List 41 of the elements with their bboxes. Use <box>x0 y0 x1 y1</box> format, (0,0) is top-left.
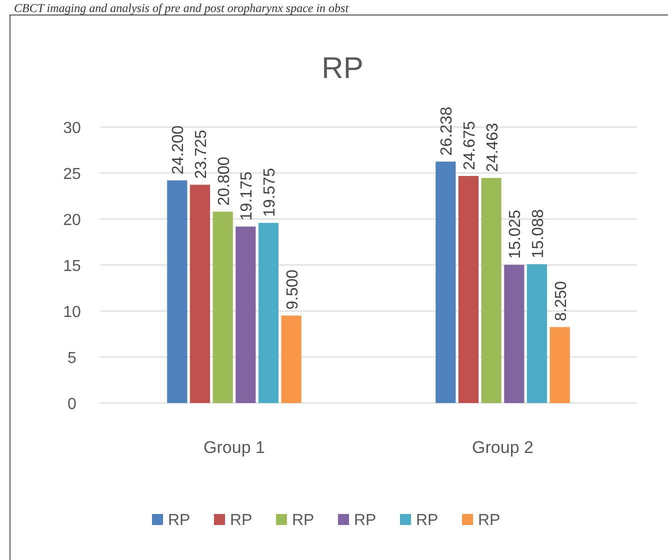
bar <box>504 264 524 403</box>
y-tick-label: 20 <box>63 212 81 229</box>
bar <box>458 176 479 403</box>
legend-label: RP <box>354 512 376 529</box>
legend-label: RP <box>478 512 500 529</box>
data-label: 24.675 <box>462 120 479 170</box>
data-label: 26.238 <box>438 106 456 156</box>
y-tick-label: 0 <box>68 396 77 413</box>
y-tick-label: 15 <box>63 258 81 275</box>
data-label: 24.463 <box>484 122 502 172</box>
y-tick-label: 30 <box>63 120 81 137</box>
bar <box>436 162 456 403</box>
data-label: 24.200 <box>170 125 188 174</box>
y-tick-label: 25 <box>63 166 81 183</box>
bar <box>212 212 233 403</box>
data-label: 19.175 <box>238 172 256 221</box>
data-label: 15.025 <box>507 210 524 259</box>
x-tick-label: Group 2 <box>472 438 534 457</box>
x-tick-label: Group 1 <box>204 438 265 457</box>
bar <box>258 222 279 403</box>
bar <box>526 264 548 403</box>
chart-title: RP <box>322 52 364 85</box>
y-tick-label: 5 <box>68 350 77 367</box>
y-tick-label: 10 <box>63 304 81 321</box>
data-label: 15.088 <box>530 209 547 258</box>
bar <box>167 180 188 403</box>
bar <box>281 316 302 403</box>
text: CBCT imaging and analysis of pre and post oropharynx space in obst <box>14 1 350 15</box>
legend-label: RP <box>230 512 252 529</box>
bar <box>550 327 570 403</box>
bar <box>481 178 502 403</box>
data-label: 9.500 <box>284 269 302 310</box>
bar <box>236 226 256 403</box>
data-label: 19.575 <box>261 168 278 217</box>
legend-label: RP <box>168 512 190 529</box>
legend-label: RP <box>416 512 438 529</box>
bar <box>190 184 210 403</box>
data-label: 8.250 <box>552 280 570 322</box>
legend-label: RP <box>292 512 314 529</box>
data-label: 23.725 <box>193 130 210 179</box>
data-label: 20.800 <box>216 156 233 206</box>
